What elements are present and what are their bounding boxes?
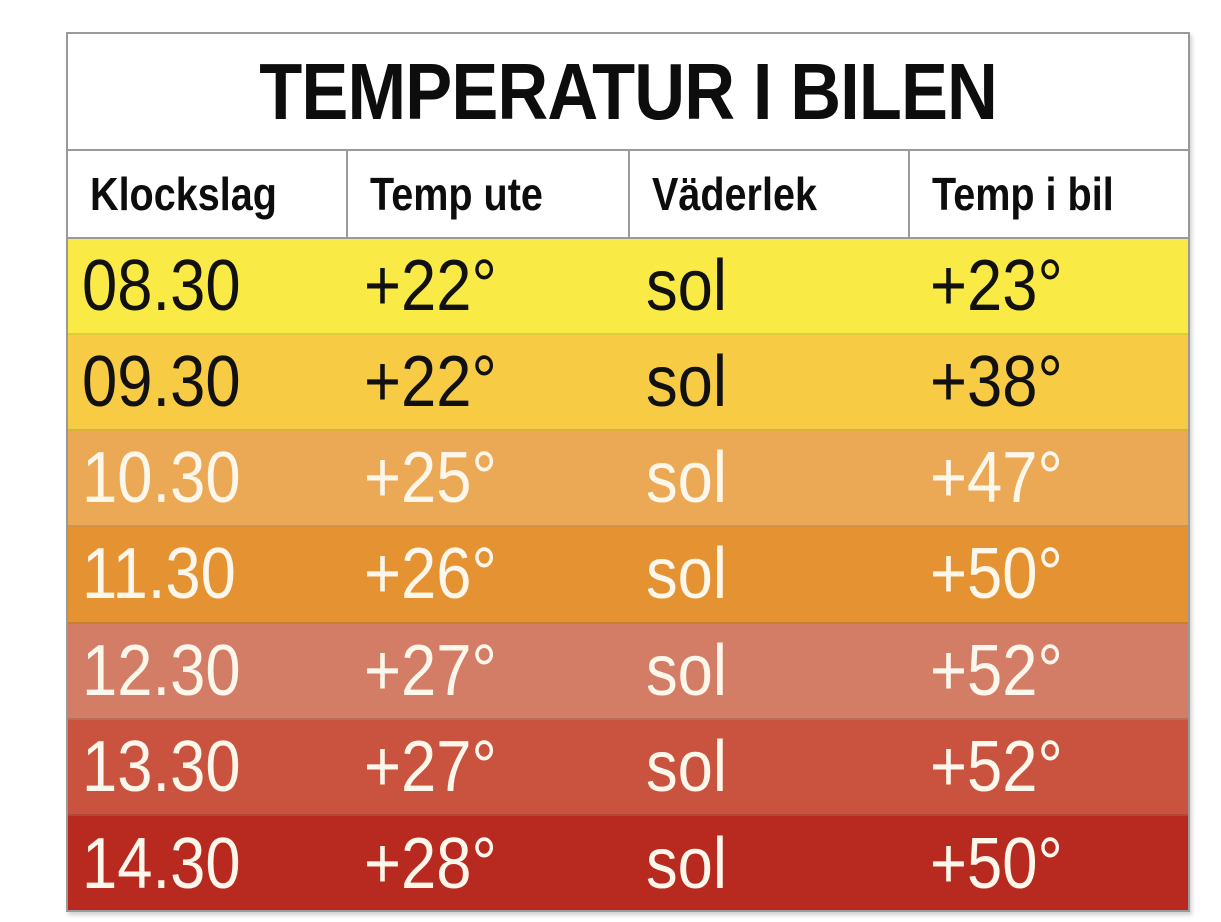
temp-ute-cell: +22° xyxy=(364,246,497,327)
temp-ute-cell: +27° xyxy=(364,726,497,807)
klockslag-cell: 12.30 xyxy=(82,630,241,711)
temp-ute-cell: +28° xyxy=(364,823,497,904)
klockslag-cell: 10.30 xyxy=(82,438,241,519)
table-row: 13.30 +27° sol +52° xyxy=(68,719,1188,816)
klockslag-cell: 11.30 xyxy=(82,534,236,615)
table-row: 11.30 +26° sol +50° xyxy=(68,527,1188,624)
temp-ute-cell: +22° xyxy=(364,342,497,423)
vaderlek-cell: sol xyxy=(646,630,728,711)
table-row: 12.30 +27° sol +52° xyxy=(68,623,1188,720)
temp-i-bil-cell: +52° xyxy=(930,726,1063,807)
vaderlek-cell: sol xyxy=(646,726,728,807)
vaderlek-cell: sol xyxy=(646,823,728,904)
temp-ute-cell: +26° xyxy=(364,534,497,615)
column-header-temp-ute: Temp ute xyxy=(348,151,630,237)
temp-i-bil-cell: +23° xyxy=(930,246,1063,327)
table-title-row: TEMPERATUR I BILEN xyxy=(68,34,1188,151)
column-header-vaderlek: Väderlek xyxy=(630,151,910,237)
temp-i-bil-cell: +50° xyxy=(930,534,1063,615)
table-row: 10.30 +25° sol +47° xyxy=(68,431,1188,528)
klockslag-cell: 08.30 xyxy=(82,246,241,327)
table-row: 08.30 +22° sol +23° xyxy=(68,239,1188,336)
column-header-temp-i-bil: Temp i bil xyxy=(932,168,1114,220)
table-title: TEMPERATUR I BILEN xyxy=(259,46,998,136)
column-header-klockslag: Klockslag xyxy=(68,151,348,237)
klockslag-cell: 13.30 xyxy=(82,726,241,807)
table-row: 09.30 +22° sol +38° xyxy=(68,335,1188,432)
temp-ute-cell: +25° xyxy=(364,438,497,519)
temp-i-bil-cell: +50° xyxy=(930,823,1063,904)
temp-i-bil-cell: +52° xyxy=(930,630,1063,711)
vaderlek-cell: sol xyxy=(646,342,728,423)
table-body: 08.30 +22° sol +23° 09.30 +22° sol +38° 10.30 +25… xyxy=(68,239,1188,910)
vaderlek-cell: sol xyxy=(646,438,728,519)
table-row: 14.30 +28° sol +50° xyxy=(68,815,1188,910)
temp-i-bil-cell: +38° xyxy=(930,342,1063,423)
klockslag-cell: 14.30 xyxy=(82,823,241,904)
vaderlek-cell: sol xyxy=(646,246,728,327)
table-header-row: Klockslag Temp ute Väderlek Temp i bil xyxy=(68,151,1188,239)
temp-i-bil-cell: +47° xyxy=(930,438,1063,519)
temp-ute-cell: +27° xyxy=(364,630,497,711)
klockslag-cell: 09.30 xyxy=(82,342,241,423)
vaderlek-cell: sol xyxy=(646,534,728,615)
temperature-table: TEMPERATUR I BILEN Klockslag Temp ute Vä… xyxy=(66,32,1190,912)
